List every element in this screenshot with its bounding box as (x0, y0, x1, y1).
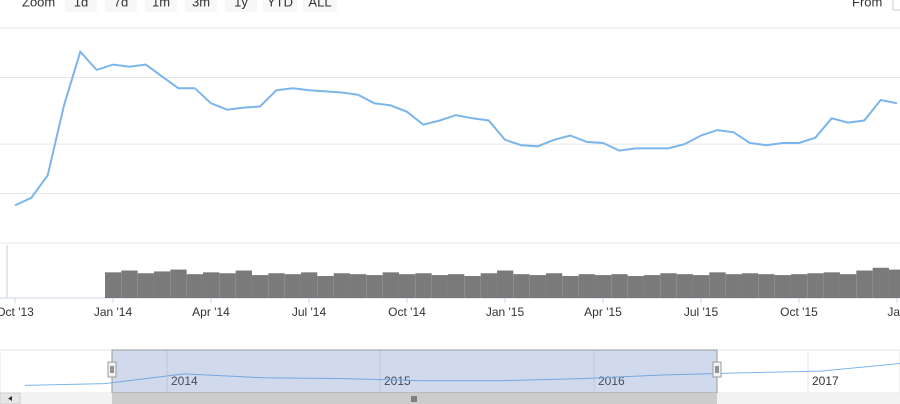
volume-bar (399, 274, 416, 298)
volume-bar (644, 275, 661, 298)
button-label: 1m (152, 0, 170, 9)
button-label: 7d (114, 0, 128, 9)
navigator-handle[interactable] (107, 361, 117, 378)
navigator-label: 2014 (171, 374, 198, 388)
button-label: 3m (192, 0, 210, 9)
navigator-mask (111, 349, 718, 394)
volume-bar (170, 269, 187, 298)
button-bg (263, 0, 297, 12)
volume-bar (709, 272, 726, 298)
volume-bar (121, 270, 138, 298)
button-label: 1y (234, 0, 248, 9)
volume-bar (529, 275, 546, 298)
x-tick-label: Jul '14 (292, 305, 327, 319)
volume-bar (840, 274, 857, 298)
volume-bar (186, 274, 203, 298)
zoom-button[interactable]: 1d (65, 0, 97, 12)
button-bg (303, 0, 337, 12)
volume-bar (889, 269, 900, 298)
volume-bar (872, 267, 889, 298)
volume-bar (627, 276, 644, 298)
price-line (14, 49, 898, 207)
volume-bar (219, 273, 236, 298)
volume-bar (546, 273, 563, 298)
volume-bar (578, 274, 595, 298)
button-label: 1d (74, 0, 88, 9)
volume-bar (660, 273, 677, 298)
volume-bar (595, 275, 612, 298)
volume-bar (203, 272, 220, 298)
volume-bar (497, 270, 514, 298)
navigator-label: 2017 (812, 374, 839, 388)
zoom-button[interactable]: 7d (105, 0, 137, 12)
from-label: From (852, 0, 882, 9)
range-selector: Zoom 1d 7d 1m 3m 1y YTD ALL From (22, 0, 900, 12)
zoom-button[interactable]: YTD (263, 0, 297, 12)
volume-bar (235, 270, 252, 298)
volume-bar (284, 274, 301, 298)
volume-bar (856, 270, 873, 298)
button-bg (185, 0, 217, 12)
volume-bar (774, 275, 791, 298)
handle-box (107, 361, 117, 378)
x-tick-label: Oct '15 (780, 305, 818, 319)
volume-bar (105, 272, 122, 298)
button-label: YTD (267, 0, 293, 9)
zoom-button[interactable]: ALL (303, 0, 337, 12)
zoom-button[interactable]: 1y (225, 0, 257, 12)
volume-bar (725, 274, 742, 298)
button-bg (225, 0, 257, 12)
x-tick-label: Oct '14 (388, 305, 426, 319)
volume-bar (823, 272, 840, 298)
navigator-line (24, 363, 900, 386)
button-bg (105, 0, 137, 12)
volume-bar (431, 275, 448, 298)
volume-bar (611, 274, 628, 298)
x-tick-label: Jan (887, 305, 900, 319)
volume-bar (480, 273, 497, 298)
x-tick-label: Jul '15 (684, 305, 719, 319)
zoom-button[interactable]: 1m (145, 0, 177, 12)
volume-bar (464, 276, 481, 298)
volume-bar (317, 276, 334, 298)
volume-bar (137, 273, 154, 298)
volume-bar (415, 273, 432, 298)
volume-bar (301, 272, 318, 298)
button-bg (145, 0, 177, 12)
volume-bar (350, 274, 367, 298)
volume-bar (807, 273, 824, 298)
arrow-icon (8, 396, 12, 401)
volume-bar (791, 274, 808, 298)
volume-bar (562, 276, 579, 298)
volume-bar (382, 272, 399, 298)
volume-bar (333, 273, 350, 298)
volume-bar (448, 274, 465, 298)
zoom-button[interactable]: 3m (185, 0, 217, 12)
x-tick-label: Jan '15 (486, 305, 525, 319)
volume-bar (268, 273, 285, 298)
x-tick-label: Apr '14 (192, 305, 230, 319)
handle-box (712, 361, 722, 378)
x-tick-label: Oct '13 (0, 305, 34, 319)
volume-bar (693, 275, 710, 298)
button-bg (65, 0, 97, 12)
x-tick-label: Jan '14 (94, 305, 133, 319)
volume-bar (366, 275, 383, 298)
volume-bar (676, 274, 693, 298)
volume-bar (252, 275, 269, 298)
volume-bar (758, 274, 775, 298)
volume-bar (513, 274, 530, 298)
navigator-label: 2015 (384, 374, 411, 388)
navigator-handle[interactable] (712, 361, 722, 378)
x-tick-label: Apr '15 (584, 305, 622, 319)
volume-bar (742, 273, 759, 298)
volume-bar (154, 271, 171, 298)
zoom-label: Zoom (22, 0, 55, 9)
button-label: ALL (308, 0, 331, 9)
from-input[interactable] (892, 0, 900, 11)
